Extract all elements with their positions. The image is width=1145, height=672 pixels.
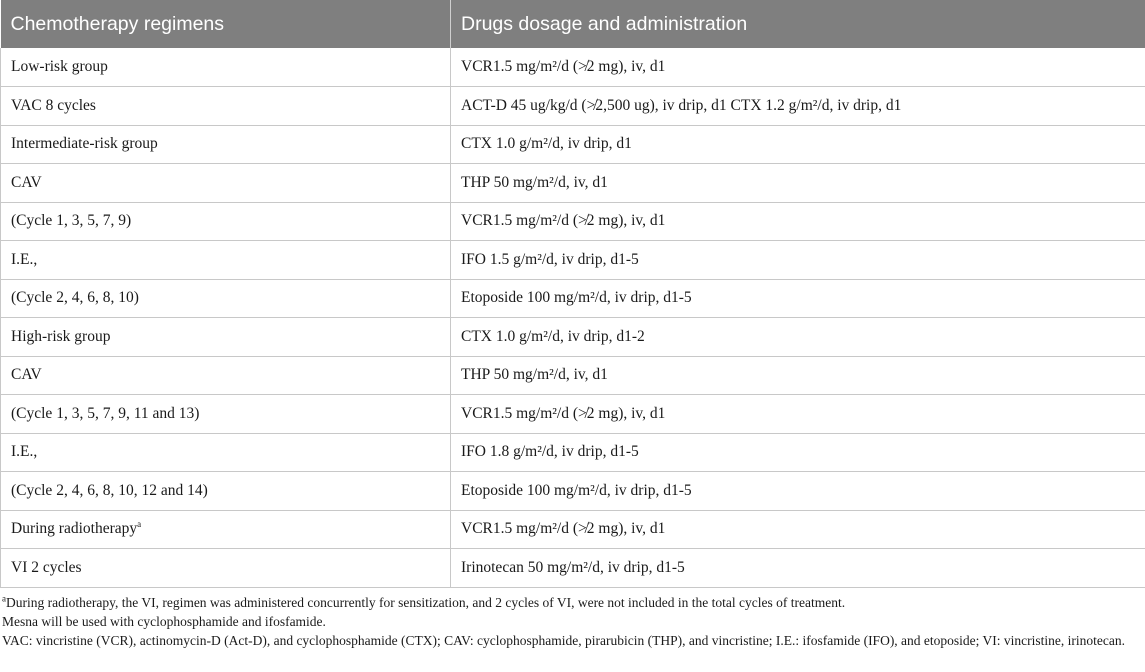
table-row: High-risk group CTX 1.0 g/m²/d, iv drip, … bbox=[0, 317, 1145, 357]
drug-dosage-text: VCR1.5 mg/m²/d (≯2 mg), iv, d1 bbox=[461, 520, 666, 538]
drug-cell: Etoposide 100 mg/m²/d, iv drip, d1-5 bbox=[450, 471, 1145, 511]
drug-cell: Irinotecan 50 mg/m²/d, iv drip, d1-5 bbox=[450, 548, 1145, 588]
regimen-label: High-risk group bbox=[11, 327, 111, 345]
table-row: VAC 8 cycles ACT-D 45 ug/kg/d (≯2,500 ug)… bbox=[0, 86, 1145, 126]
drug-dosage-text: VCR1.5 mg/m²/d (≯2 mg), iv, d1 bbox=[461, 404, 666, 422]
drug-dosage-text: THP 50 mg/m²/d, iv, d1 bbox=[461, 173, 608, 191]
drug-cell: Etoposide 100 mg/m²/d, iv drip, d1-5 bbox=[450, 279, 1145, 318]
regimen-label: CAV bbox=[11, 173, 42, 191]
regimen-cell: Intermediate-risk group bbox=[0, 125, 451, 164]
table-row: During radiotherapya VCR1.5 mg/m²/d (≯2 m… bbox=[0, 510, 1145, 549]
regimen-label: During radiotherapy bbox=[11, 520, 138, 538]
regimen-cell: (Cycle 1, 3, 5, 7, 9, 11 and 13) bbox=[0, 394, 451, 434]
table-row: (Cycle 1, 3, 5, 7, 9) VCR1.5 mg/m²/d (≯2 … bbox=[0, 202, 1145, 241]
drug-cell: THP 50 mg/m²/d, iv, d1 bbox=[450, 163, 1145, 203]
regimen-cell: VI 2 cycles bbox=[0, 548, 451, 588]
regimen-cell: VAC 8 cycles bbox=[0, 86, 451, 126]
drug-dosage-text: CTX 1.0 g/m²/d, iv drip, d1 bbox=[461, 135, 632, 153]
table-row: Intermediate-risk group CTX 1.0 g/m²/d, i… bbox=[0, 125, 1145, 164]
table-row: (Cycle 2, 4, 6, 8, 10) Etoposide 100 mg/m… bbox=[0, 279, 1145, 318]
regimen-cell: (Cycle 2, 4, 6, 8, 10, 12 and 14) bbox=[0, 471, 451, 511]
regimen-label: (Cycle 2, 4, 6, 8, 10, 12 and 14) bbox=[11, 481, 208, 499]
regimen-label: (Cycle 1, 3, 5, 7, 9, 11 and 13) bbox=[11, 404, 200, 422]
footnote-a-marker: a bbox=[2, 593, 6, 603]
regimen-label: VAC 8 cycles bbox=[11, 96, 96, 114]
chemotherapy-table: Chemotherapy regimens Drugs dosage and a… bbox=[0, 0, 1145, 588]
header-drugs-dosage: Drugs dosage and administration bbox=[450, 0, 1145, 48]
table-header: Chemotherapy regimens Drugs dosage and a… bbox=[0, 0, 1145, 48]
drug-cell: VCR1.5 mg/m²/d (≯2 mg), iv, d1 bbox=[450, 48, 1145, 87]
regimen-cell: Low-risk group bbox=[0, 48, 451, 87]
drug-dosage-text: THP 50 mg/m²/d, iv, d1 bbox=[461, 366, 608, 384]
drug-dosage-text: Etoposide 100 mg/m²/d, iv drip, d1-5 bbox=[461, 481, 692, 499]
regimen-cell: (Cycle 1, 3, 5, 7, 9) bbox=[0, 202, 451, 241]
drug-cell: IFO 1.5 g/m²/d, iv drip, d1-5 bbox=[450, 240, 1145, 280]
regimen-cell: I.E., bbox=[0, 240, 451, 280]
regimen-label: I.E., bbox=[11, 443, 38, 461]
table-body: Low-risk group VCR1.5 mg/m²/d (≯2 mg), iv… bbox=[0, 48, 1145, 588]
footnote-a-text: During radiotherapy, the VI, regimen was… bbox=[6, 594, 846, 610]
table-row: (Cycle 1, 3, 5, 7, 9, 11 and 13) VCR1.5 m… bbox=[0, 394, 1145, 434]
table-footnotes: aDuring radiotherapy, the VI, regimen wa… bbox=[0, 588, 1145, 650]
header-row: Chemotherapy regimens Drugs dosage and a… bbox=[0, 0, 1145, 48]
drug-cell: THP 50 mg/m²/d, iv, d1 bbox=[450, 356, 1145, 395]
regimen-cell: I.E., bbox=[0, 433, 451, 472]
footnote-abbreviations: VAC: vincristine (VCR), actinomycin-D (A… bbox=[2, 632, 1126, 648]
drug-cell: CTX 1.0 g/m²/d, iv drip, d1 bbox=[450, 125, 1145, 164]
footnote-a: aDuring radiotherapy, the VI, regimen wa… bbox=[2, 593, 1143, 612]
drug-dosage-text: Etoposide 100 mg/m²/d, iv drip, d1-5 bbox=[461, 289, 692, 307]
drug-dosage-text: IFO 1.8 g/m²/d, iv drip, d1-5 bbox=[461, 443, 639, 461]
table-row: I.E., IFO 1.8 g/m²/d, iv drip, d1-5 bbox=[0, 433, 1145, 472]
drug-cell: VCR1.5 mg/m²/d (≯2 mg), iv, d1 bbox=[450, 394, 1145, 434]
drug-cell: CTX 1.0 g/m²/d, iv drip, d1-2 bbox=[450, 317, 1145, 357]
drug-cell: IFO 1.8 g/m²/d, iv drip, d1-5 bbox=[450, 433, 1145, 472]
regimen-cell: (Cycle 2, 4, 6, 8, 10) bbox=[0, 279, 451, 318]
table-row: I.E., IFO 1.5 g/m²/d, iv drip, d1-5 bbox=[0, 240, 1145, 280]
drug-dosage-text: ACT-D 45 ug/kg/d (≯2,500 ug), iv drip, d… bbox=[461, 96, 902, 114]
footnote-marker: a bbox=[137, 519, 142, 530]
footnote-mesna: Mesna will be used with cyclophosphamide… bbox=[2, 613, 326, 629]
table-row: CAV THP 50 mg/m²/d, iv, d1 bbox=[0, 163, 1145, 203]
regimen-label: I.E., bbox=[11, 250, 38, 268]
regimen-label: CAV bbox=[11, 366, 42, 384]
regimen-cell: CAV bbox=[0, 356, 451, 395]
drug-dosage-text: CTX 1.0 g/m²/d, iv drip, d1-2 bbox=[461, 327, 645, 345]
drug-cell: ACT-D 45 ug/kg/d (≯2,500 ug), iv drip, d… bbox=[450, 86, 1145, 126]
regimen-cell: High-risk group bbox=[0, 317, 451, 357]
drug-dosage-text: IFO 1.5 g/m²/d, iv drip, d1-5 bbox=[461, 250, 639, 268]
header-chemotherapy-regimens: Chemotherapy regimens bbox=[0, 0, 451, 48]
drug-dosage-text: VCR1.5 mg/m²/d (≯2 mg), iv, d1 bbox=[461, 58, 666, 75]
table-row: (Cycle 2, 4, 6, 8, 10, 12 and 14) Etoposi… bbox=[0, 471, 1145, 511]
table-row: VI 2 cycles Irinotecan 50 mg/m²/d, iv dri… bbox=[0, 548, 1145, 588]
drug-dosage-text: VCR1.5 mg/m²/d (≯2 mg), iv, d1 bbox=[461, 212, 666, 230]
drug-cell: VCR1.5 mg/m²/d (≯2 mg), iv, d1 bbox=[450, 202, 1145, 241]
drug-cell: VCR1.5 mg/m²/d (≯2 mg), iv, d1 bbox=[450, 510, 1145, 549]
table-row: Low-risk group VCR1.5 mg/m²/d (≯2 mg), iv… bbox=[0, 48, 1145, 87]
regimen-cell: During radiotherapya bbox=[0, 510, 451, 549]
regimen-label: (Cycle 2, 4, 6, 8, 10) bbox=[11, 289, 139, 307]
drug-dosage-text: Irinotecan 50 mg/m²/d, iv drip, d1-5 bbox=[461, 558, 685, 576]
regimen-label: (Cycle 1, 3, 5, 7, 9) bbox=[11, 212, 132, 230]
regimen-label: Low-risk group bbox=[11, 58, 108, 75]
table-row: CAV THP 50 mg/m²/d, iv, d1 bbox=[0, 356, 1145, 395]
regimen-cell: CAV bbox=[0, 163, 451, 203]
regimen-label: VI 2 cycles bbox=[11, 558, 82, 576]
regimen-label: Intermediate-risk group bbox=[11, 135, 158, 153]
